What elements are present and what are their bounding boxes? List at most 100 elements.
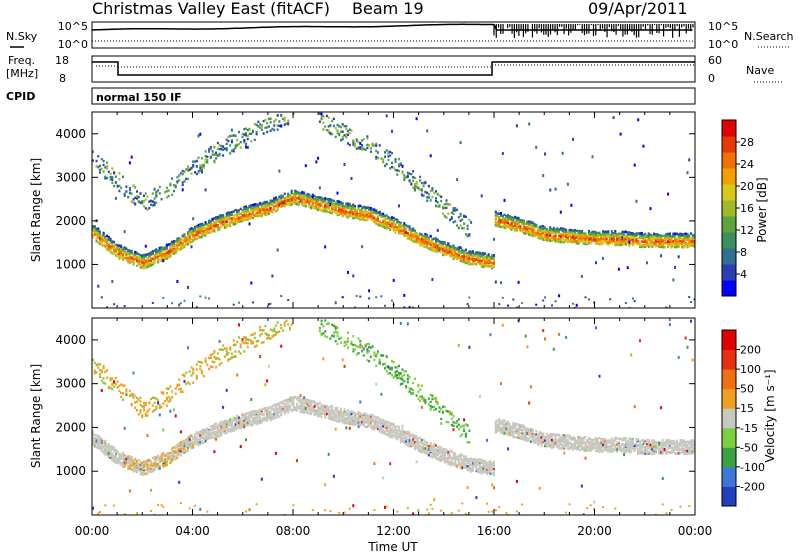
nave-label: Nave xyxy=(746,64,774,77)
power-cell-2616 xyxy=(420,238,423,242)
power-cell-3103 xyxy=(482,257,485,260)
power-cell-3614 xyxy=(559,210,562,214)
power-cell-1890 xyxy=(331,210,334,214)
power-cell-3637 xyxy=(563,235,566,238)
power-cell-2294 xyxy=(382,212,385,216)
velocity-cell-369 xyxy=(136,409,138,412)
power-cell-391 xyxy=(139,260,142,263)
velocity-cell-319 xyxy=(130,462,133,465)
power-cell-2029 xyxy=(348,202,351,206)
power-cell-2109 xyxy=(357,207,360,211)
power-cell-4161 xyxy=(642,144,645,148)
power-cell-2006 xyxy=(345,211,348,214)
power-cell-4064 xyxy=(628,233,631,236)
velocity-cell-355 xyxy=(134,394,137,398)
power-cell-1547 xyxy=(281,117,284,121)
power-cell-2980 xyxy=(464,248,467,251)
power-cell-3260 xyxy=(507,224,510,228)
power-cell-3857 xyxy=(596,237,599,240)
power-cell-551 xyxy=(160,259,163,263)
power-cell-477 xyxy=(150,203,152,206)
power-cell-2318 xyxy=(384,164,386,168)
power-cell-3121 xyxy=(486,261,488,264)
power-cell-2206 xyxy=(369,210,372,214)
power-cell-3987 xyxy=(617,234,620,237)
power-cell-3574 xyxy=(554,230,557,233)
power-cell-2374 xyxy=(391,225,393,228)
power-cell-3514 xyxy=(545,232,548,235)
velocity-cell-399 xyxy=(139,400,142,403)
power-cell-243 xyxy=(121,250,124,253)
power-cell-1866 xyxy=(327,116,330,119)
power-cell-1701 xyxy=(304,197,307,200)
power-cell-3937 xyxy=(609,298,612,301)
power-cell-2698 xyxy=(429,189,432,193)
power-cell-4075 xyxy=(630,235,633,239)
power-cell-2472 xyxy=(403,228,406,231)
power-cell-921 xyxy=(204,158,207,161)
power-cell-716 xyxy=(181,239,184,242)
power-cell-1070 xyxy=(223,220,226,223)
power-cell-2906 xyxy=(456,247,459,251)
power-cell-1886 xyxy=(331,204,334,207)
power-cell-2865 xyxy=(450,217,453,221)
power-cell-4388 xyxy=(677,245,680,248)
power-cell-492 xyxy=(151,192,154,195)
power-cell-3136 xyxy=(487,264,490,267)
power-cell-3645 xyxy=(565,235,568,238)
power-cell-1653 xyxy=(297,202,300,205)
power-cell-1722 xyxy=(308,193,311,196)
power-cell-378 xyxy=(137,258,140,261)
velocity-cell-422 xyxy=(143,466,145,469)
power-cell-2428 xyxy=(398,230,400,233)
power-cell-447 xyxy=(146,253,149,256)
power-cell-3486 xyxy=(542,225,545,228)
power-cell-443 xyxy=(146,259,149,262)
power-cell-4274 xyxy=(660,254,663,258)
power-cell-3505 xyxy=(544,230,546,233)
velocity-cell-397 xyxy=(139,408,142,412)
power-cell-423 xyxy=(143,205,145,208)
power-cell-1933 xyxy=(336,212,339,215)
velocity-cell-242 xyxy=(120,391,123,395)
power-cell-1013 xyxy=(216,218,219,221)
power-cell-872 xyxy=(199,169,202,172)
velocity-cell-344 xyxy=(134,458,137,462)
power-cell-262 xyxy=(123,250,126,253)
power-cell-2640 xyxy=(422,182,425,185)
power-cell-1127 xyxy=(230,213,233,216)
power-cell-3111 xyxy=(484,252,487,255)
velocity-cell-243 xyxy=(120,395,123,399)
power-cell-3927 xyxy=(609,241,612,244)
power-cell-95 xyxy=(102,163,105,167)
power-cell-1174 xyxy=(236,218,239,221)
power-cell-1681 xyxy=(303,197,306,201)
power-cell-3403 xyxy=(528,220,531,223)
power-cell-3323 xyxy=(515,124,518,128)
power-cell-557 xyxy=(160,254,163,258)
power-cell-64 xyxy=(99,164,101,168)
power-cell-698 xyxy=(178,174,181,177)
power-cell-1642 xyxy=(296,200,298,204)
power-cell-164 xyxy=(111,245,114,249)
power-swatch-8 xyxy=(722,152,736,169)
power-cell-2669 xyxy=(426,129,429,133)
power-cell-2260 xyxy=(376,223,379,226)
power-cell-1462 xyxy=(271,274,274,278)
power-cell-2567 xyxy=(413,176,416,180)
power-cell-2692 xyxy=(429,240,432,243)
power-cell-3057 xyxy=(475,258,478,261)
power-cell-2891 xyxy=(454,251,457,255)
velocity-cell-23 xyxy=(93,445,96,448)
power-cell-1125 xyxy=(230,210,233,214)
power-cell-814 xyxy=(192,164,195,167)
velocity-cell-202 xyxy=(114,376,117,380)
power-cell-4090 xyxy=(631,297,634,300)
velocity-cell-93 xyxy=(102,450,105,453)
power-cell-2227 xyxy=(373,208,376,211)
power-cell-1766 xyxy=(315,201,318,204)
power-cell-2038 xyxy=(348,132,351,135)
power-cell-2019 xyxy=(347,203,349,206)
power-cell-754 xyxy=(185,237,188,240)
